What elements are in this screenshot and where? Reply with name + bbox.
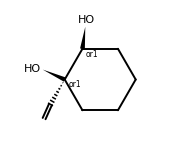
Text: HO: HO [24,64,41,74]
Text: or1: or1 [86,50,99,59]
Polygon shape [43,70,66,82]
Text: HO: HO [77,15,95,25]
Polygon shape [80,27,85,49]
Text: or1: or1 [68,80,81,89]
